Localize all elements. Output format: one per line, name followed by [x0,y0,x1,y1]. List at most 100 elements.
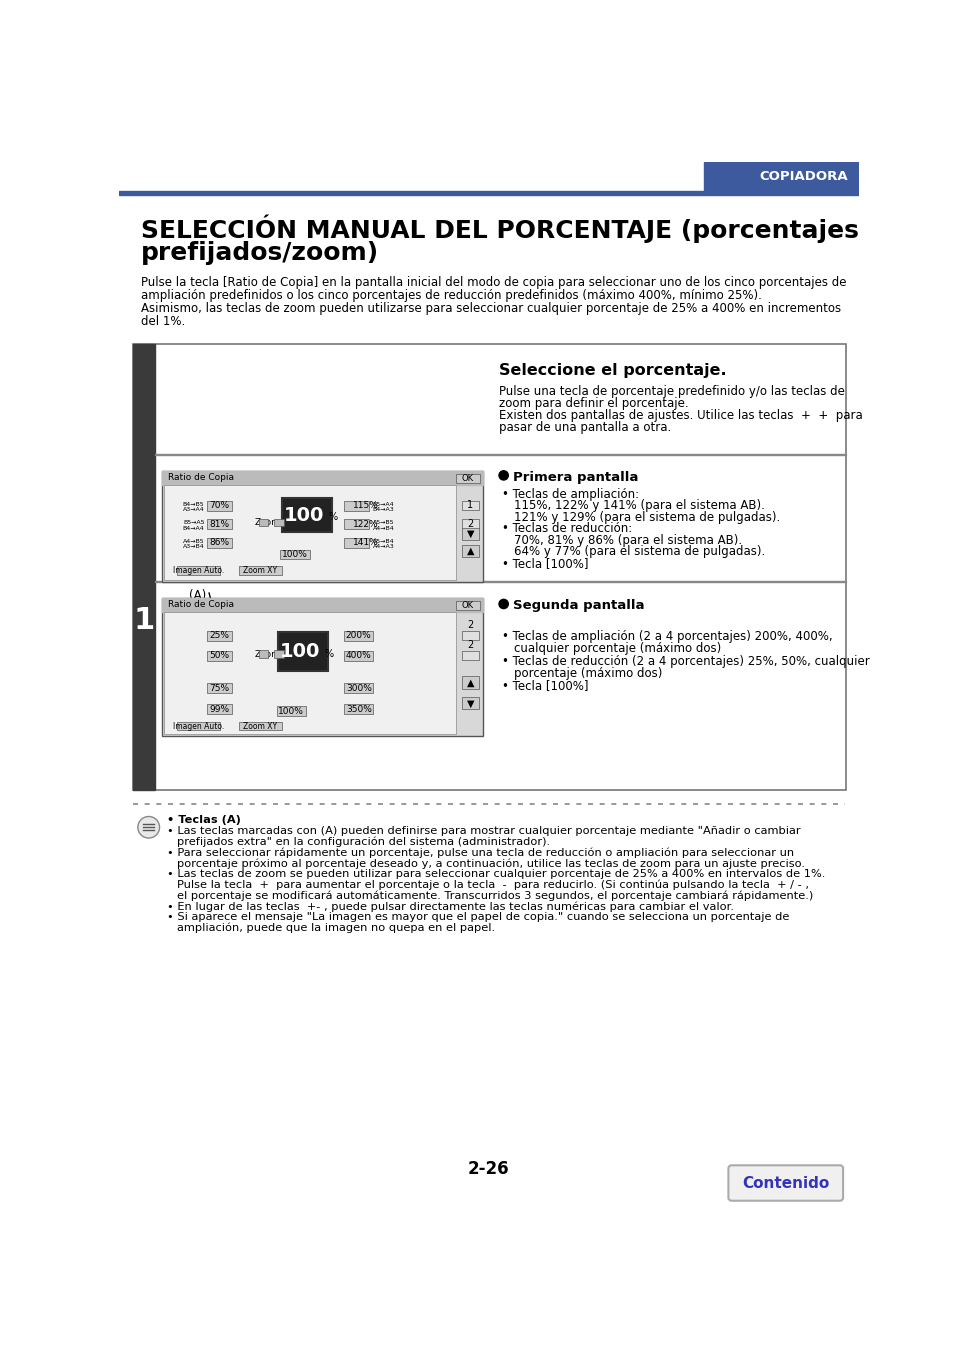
Text: Pulse la tecla  +  para aumentar el porcentaje o la tecla  -  para reducirlo. (S: Pulse la tecla + para aumentar el porcen… [176,880,808,890]
Text: 70%, 81% y 86% (para el sistema AB).: 70%, 81% y 86% (para el sistema AB). [514,533,741,547]
Bar [461,651,478,660]
Text: A4→B5
A3→B4: A4→B5 A3→B4 [183,539,204,549]
Text: 50%: 50% [209,652,229,660]
Text: 141%: 141% [353,539,378,547]
Text: • Las teclas marcadas con (A) pueden definirse para mostrar cualquier porcentaje: • Las teclas marcadas con (A) pueden def… [167,826,801,836]
Text: • Para seleccionar rápidamente un porcentaje, pulse una tecla de reducción o amp: • Para seleccionar rápidamente un porcen… [167,848,794,857]
Bar [239,566,282,575]
Text: ▼: ▼ [466,529,474,539]
Text: Segunda pantalla: Segunda pantalla [513,599,644,613]
Text: OK: OK [461,601,474,610]
Bar [258,518,268,526]
Bar [274,518,283,526]
Text: Ratio de Copia: Ratio de Copia [168,601,233,609]
Text: 122%: 122% [353,520,378,529]
Bar [461,520,478,528]
Bar [133,344,154,790]
Text: • En lugar de las teclas  +- , puede pulsar directamente las teclas numéricas pa: • En lugar de las teclas +- , puede puls… [167,902,734,911]
Text: 2: 2 [467,518,473,529]
Text: porcentaje próximo al porcentaje deseado y, a continuación, utilice las teclas d: porcentaje próximo al porcentaje deseado… [176,859,803,868]
Text: Pulse la tecla [Ratio de Copia] en la pantalla inicial del modo de copia para se: Pulse la tecla [Ratio de Copia] en la pa… [141,275,845,289]
Text: 2: 2 [467,620,473,629]
Bar [456,601,479,610]
Bar [239,722,282,730]
Text: Pulse una tecla de porcentaje predefinido y/o las teclas de: Pulse una tecla de porcentaje predefinid… [498,385,844,397]
Bar [258,651,268,657]
Bar [461,528,478,540]
Text: Contenido: Contenido [741,1176,828,1191]
Text: B4→B5
A3→A4: B4→B5 A3→A4 [183,502,204,513]
Text: Asimismo, las teclas de zoom pueden utilizarse para seleccionar cualquier porcen: Asimismo, las teclas de zoom pueden util… [141,302,841,315]
Bar [280,549,310,559]
Text: • Teclas de reducción:: • Teclas de reducción: [501,522,632,536]
Bar [207,520,232,529]
Text: ampliación predefinidos o los cinco porcentajes de reducción predefinidos (máxim: ampliación predefinidos o los cinco porc… [141,289,761,302]
Text: 86%: 86% [209,539,229,547]
Text: cualquier porcentaje (máximo dos): cualquier porcentaje (máximo dos) [514,643,721,656]
Text: 70%: 70% [209,501,229,510]
Text: el porcentaje se modificará automáticamente. Transcurridos 3 segundos, el porcen: el porcentaje se modificará automáticame… [176,891,812,900]
Bar [162,471,483,582]
Bar [344,537,369,548]
Text: del 1%.: del 1%. [141,316,185,328]
Text: Seleccione el porcentaje.: Seleccione el porcentaje. [498,363,726,378]
Text: prefijados extra" en la configuración del sistema (administrador).: prefijados extra" en la configuración de… [176,837,549,846]
Bar [344,501,369,510]
Text: • Si aparece el mensaje "La imagen es mayor que el papel de copia." cuando se se: • Si aparece el mensaje "La imagen es ma… [167,913,789,922]
Text: 1: 1 [133,606,154,636]
Bar [461,630,478,640]
Text: 2: 2 [467,640,473,649]
FancyBboxPatch shape [728,1165,842,1200]
Text: 115%, 122% y 141% (para el sistema AB).: 115%, 122% y 141% (para el sistema AB). [514,500,764,512]
Text: %: % [324,649,334,659]
Text: 1: 1 [467,501,473,510]
Bar [119,192,858,196]
Text: ▲: ▲ [466,545,474,556]
Bar [344,520,369,529]
Bar [207,683,232,694]
Circle shape [137,817,159,838]
Bar [207,630,232,641]
Bar [282,498,332,532]
Bar [461,501,478,510]
Text: COPIADORA: COPIADORA [759,170,847,184]
Circle shape [498,599,508,609]
Text: 400%: 400% [346,652,372,660]
Text: Existen dos pantallas de ajustes. Utilice las teclas  +  +  para: Existen dos pantallas de ajustes. Utilic… [498,409,862,423]
Bar [703,162,858,192]
Bar [461,676,478,688]
Text: • Teclas de ampliación (2 a 4 porcentajes) 200%, 400%,: • Teclas de ampliación (2 a 4 porcentaje… [501,630,832,643]
Text: 115%: 115% [353,501,378,510]
Text: 100%: 100% [282,551,308,559]
Bar [461,544,478,558]
Bar [456,474,479,483]
Bar [344,705,373,714]
Bar [162,471,483,485]
Text: • Tecla [100%]: • Tecla [100%] [501,558,588,570]
Text: • Teclas (A): • Teclas (A) [167,815,241,825]
Text: Zoom: Zoom [254,649,281,659]
Bar [177,722,220,730]
Text: • Las teclas de zoom se pueden utilizar para seleccionar cualquier porcentaje de: • Las teclas de zoom se pueden utilizar … [167,869,824,879]
Text: Ratio de Copia: Ratio de Copia [168,474,233,482]
Text: 300%: 300% [345,684,372,693]
Text: 75%: 75% [209,684,229,693]
Text: • Teclas de reducción (2 a 4 porcentajes) 25%, 50%, cualquier: • Teclas de reducción (2 a 4 porcentajes… [501,655,869,668]
Bar [207,651,232,661]
Text: 200%: 200% [346,632,372,640]
Bar [164,485,456,580]
Text: Zoom: Zoom [254,518,281,526]
Bar [461,697,478,710]
Text: 100%: 100% [278,706,304,716]
Text: • Tecla [100%]: • Tecla [100%] [501,679,588,693]
Text: Zoom XY: Zoom XY [243,721,277,730]
Text: zoom para definir el porcentaje.: zoom para definir el porcentaje. [498,397,688,410]
Bar [164,612,456,734]
Bar [278,632,328,671]
Bar [207,705,232,714]
Circle shape [498,471,508,481]
Text: 81%: 81% [209,520,229,529]
Text: OK: OK [461,474,474,483]
Bar [162,598,483,736]
Bar [344,683,373,694]
